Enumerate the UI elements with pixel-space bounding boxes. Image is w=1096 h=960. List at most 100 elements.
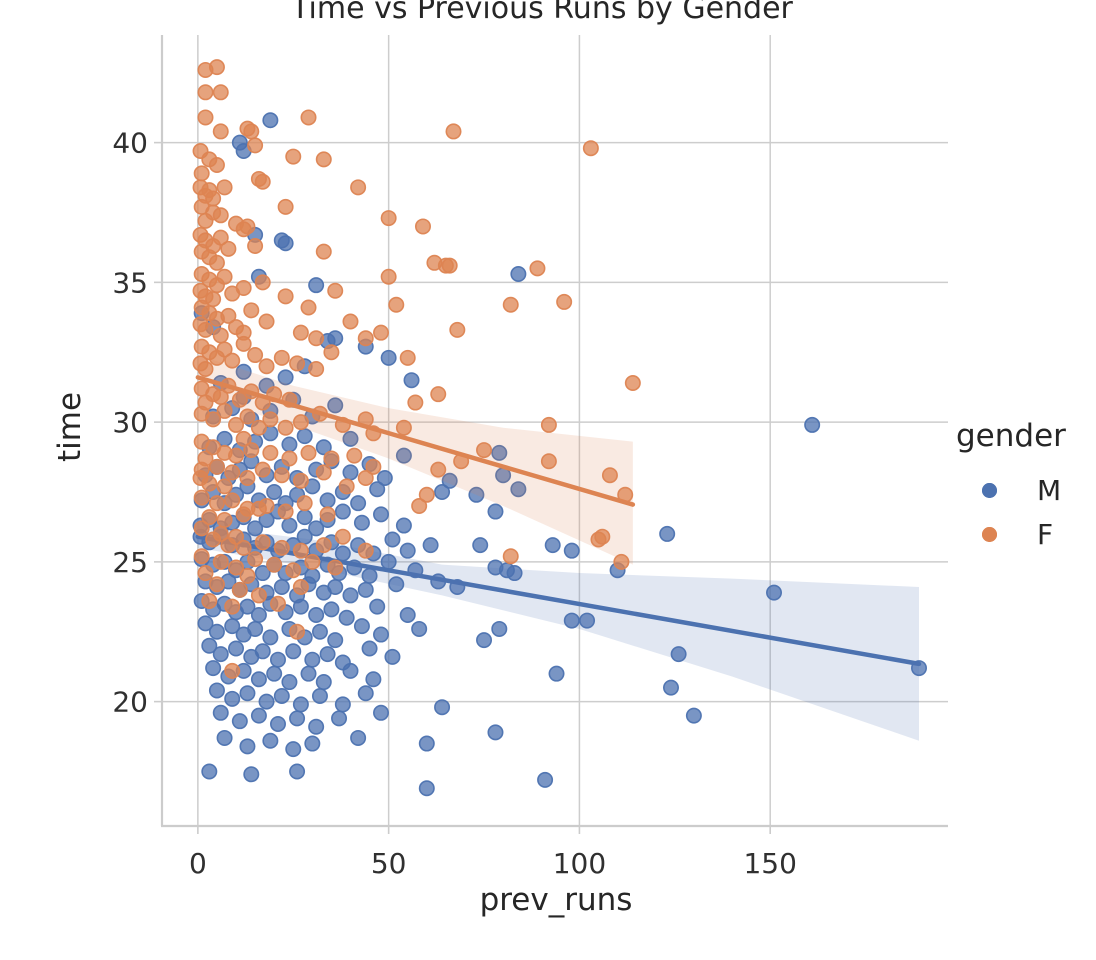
scatter-point-f [281, 450, 298, 467]
scatter-point-m [197, 615, 214, 632]
legend-label-f: F [1037, 517, 1054, 551]
scatter-point-f [292, 414, 309, 431]
y-tick-label: 20 [112, 686, 148, 719]
scatter-point-m [563, 542, 580, 559]
scatter-point-m [911, 660, 928, 677]
scatter-point-f [334, 528, 351, 545]
scatter-point-f [212, 327, 229, 344]
scatter-point-f [357, 542, 374, 559]
scatter-point-f [357, 411, 374, 428]
scatter-point-f [308, 330, 325, 347]
scatter-point-m [537, 771, 554, 788]
scatter-point-f [540, 453, 557, 470]
scatter-point-m [224, 618, 241, 635]
scatter-point-m [468, 486, 485, 503]
scatter-point-m [384, 531, 401, 548]
scatter-point-f [319, 506, 336, 523]
scatter-point-f [292, 324, 309, 341]
scatter-point-m [579, 612, 596, 629]
scatter-point-f [197, 212, 214, 229]
scatter-point-f [197, 565, 214, 582]
scatter-point-f [273, 467, 290, 484]
scatter-point-f [235, 539, 252, 556]
scatter-point-f [292, 472, 309, 489]
scatter-point-f [239, 470, 256, 487]
scatter-point-f [201, 475, 218, 492]
scatter-point-f [380, 268, 397, 285]
scatter-point-m [342, 430, 359, 447]
scatter-point-m [380, 349, 397, 366]
scatter-point-m [308, 277, 325, 294]
scatter-point-f [380, 210, 397, 227]
scatter-point-f [453, 453, 470, 470]
scatter-point-f [624, 374, 641, 391]
scatter-point-m [239, 685, 256, 702]
scatter-point-m [544, 537, 561, 554]
scatter-point-f [224, 352, 241, 369]
scatter-point-f [254, 394, 271, 411]
scatter-point-m [357, 581, 374, 598]
y-tick-label: 30 [112, 406, 148, 439]
scatter-point-f [300, 299, 317, 316]
legend-entry-m: M [956, 468, 1096, 512]
scatter-point-m [205, 660, 222, 677]
scatter-point-f [254, 461, 271, 478]
scatter-point-f [365, 425, 382, 442]
scatter-point-m [247, 620, 264, 637]
scatter-point-f [239, 408, 256, 425]
scatter-point-f [220, 240, 237, 257]
scatter-point-f [388, 296, 405, 313]
scatter-point-m [766, 584, 783, 601]
scatter-point-f [243, 383, 260, 400]
scatter-point-f [197, 361, 214, 378]
scatter-point-m [369, 481, 386, 498]
scatter-point-m [262, 732, 279, 749]
legend-marker-m-icon [982, 482, 997, 498]
scatter-point-m [510, 481, 527, 498]
scatter-point-f [441, 257, 458, 274]
scatter-point-f [193, 489, 210, 506]
scatter-point-m [308, 520, 325, 537]
scatter-point-f [285, 562, 302, 579]
scatter-point-f [208, 458, 225, 475]
scatter-point-f [414, 218, 431, 235]
scatter-point-f [277, 288, 294, 305]
scatter-point-m [277, 235, 294, 252]
scatter-point-f [212, 525, 229, 542]
scatter-point-m [327, 632, 344, 649]
legend-title: gender [956, 418, 1066, 454]
scatter-point-f [430, 461, 447, 478]
scatter-point-f [426, 254, 443, 271]
chart-title: Time vs Previous Runs by Gender [291, 0, 793, 26]
scatter-point-m [201, 763, 218, 780]
scatter-point-f [594, 528, 611, 545]
scatter-point-f [296, 495, 313, 512]
scatter-point-m [342, 662, 359, 679]
scatter-point-m [670, 646, 687, 663]
scatter-point-m [403, 372, 420, 389]
scatter-point-m [491, 620, 508, 637]
scatter-point-f [228, 528, 245, 545]
scatter-point-m [395, 447, 412, 464]
x-tick-label: 0 [189, 847, 207, 880]
scatter-point-f [208, 576, 225, 593]
scatter-point-f [266, 556, 283, 573]
scatter-point-f [212, 84, 229, 101]
scatter-point-m [407, 562, 424, 579]
scatter-point-m [243, 766, 260, 783]
x-axis-label: prev_runs [479, 882, 633, 918]
scatter-point-f [224, 492, 241, 509]
scatter-point-f [235, 279, 252, 296]
scatter-point-m [353, 514, 370, 531]
scatter-point-f [216, 511, 233, 528]
scatter-point-m [289, 710, 306, 727]
scatter-point-f [235, 506, 252, 523]
scatter-point-m [269, 651, 286, 668]
scatter-point-m [334, 696, 351, 713]
scatter-point-f [449, 321, 466, 338]
scatter-point-f [292, 542, 309, 559]
scatter-point-m [311, 623, 328, 640]
scatter-point-m [273, 688, 290, 705]
scatter-point-m [208, 623, 225, 640]
scatter-point-f [228, 416, 245, 433]
